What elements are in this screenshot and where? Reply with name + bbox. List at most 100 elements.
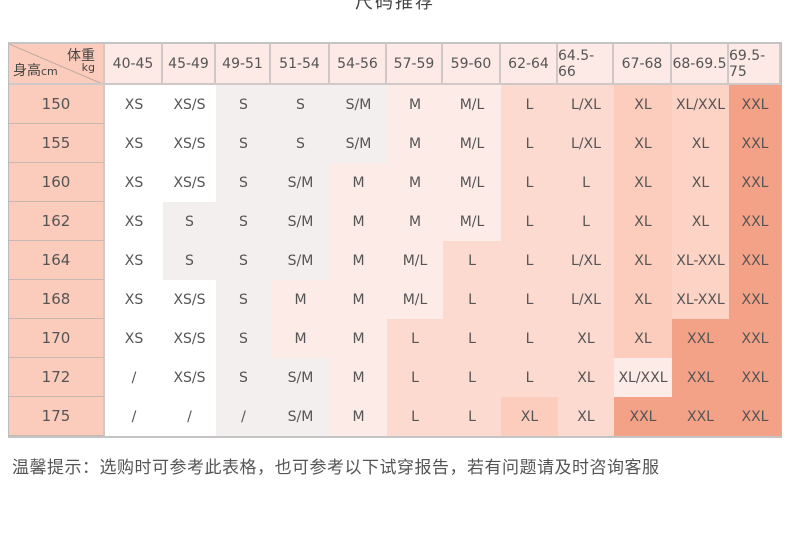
size-cell: S	[216, 241, 271, 280]
height-row-header: 155	[9, 124, 105, 163]
height-row-header: 175	[9, 397, 105, 436]
size-cell: S	[216, 85, 271, 124]
size-cell: L	[387, 319, 443, 358]
tip-text: 温馨提示：选购时可参考此表格，也可参考以下试穿报告，若有问题请及时咨询客服	[12, 458, 660, 478]
size-cell: M/L	[443, 202, 501, 241]
size-cell: M/L	[387, 241, 443, 280]
size-cell: S/M	[271, 241, 330, 280]
size-cell: M	[387, 163, 443, 202]
size-cell: XL	[614, 85, 672, 124]
size-cell: XXL	[672, 397, 729, 436]
size-cell: L	[443, 358, 501, 397]
weight-column-header: 45-49	[163, 44, 216, 85]
size-cell: XS/S	[163, 163, 216, 202]
size-cell: L	[501, 358, 558, 397]
size-cell: M	[330, 358, 387, 397]
size-cell: L	[501, 319, 558, 358]
size-cell: L	[501, 163, 558, 202]
size-cell: XS/S	[163, 319, 216, 358]
size-cell: S	[216, 163, 271, 202]
size-cell: L	[443, 319, 501, 358]
size-cell: XL	[672, 163, 729, 202]
size-cell: S/M	[271, 358, 330, 397]
size-cell: L	[387, 397, 443, 436]
height-row-header: 172	[9, 358, 105, 397]
size-cell: XS	[105, 124, 163, 163]
size-cell: XL	[614, 319, 672, 358]
size-cell: XS	[105, 163, 163, 202]
size-cell: S	[216, 358, 271, 397]
size-cell: XXL	[729, 124, 781, 163]
size-cell: XL	[614, 241, 672, 280]
height-row-header: 164	[9, 241, 105, 280]
size-cell: /	[163, 397, 216, 436]
size-cell: M/L	[443, 124, 501, 163]
size-cell: XXL	[729, 280, 781, 319]
weight-column-header: 49-51	[216, 44, 271, 85]
height-row-header: 170	[9, 319, 105, 358]
table-corner-header: 体重 kg 身高cm	[9, 44, 105, 85]
height-row-header: 168	[9, 280, 105, 319]
size-cell: XL	[558, 397, 614, 436]
size-cell: M/L	[443, 85, 501, 124]
size-cell: XL-XXL	[672, 241, 729, 280]
size-cell: M	[271, 319, 330, 358]
size-cell: L/XL	[558, 85, 614, 124]
weight-column-header: 68-69.5	[672, 44, 729, 85]
size-cell: M	[330, 319, 387, 358]
weight-column-header: 54-56	[330, 44, 387, 85]
size-cell: XL	[501, 397, 558, 436]
size-cell: L/XL	[558, 124, 614, 163]
size-cell: S/M	[271, 202, 330, 241]
size-cell: S	[216, 202, 271, 241]
size-cell: XS	[105, 202, 163, 241]
size-cell: XXL	[672, 319, 729, 358]
size-cell: M	[330, 163, 387, 202]
size-cell: XS	[105, 241, 163, 280]
size-cell: L	[443, 241, 501, 280]
size-cell: S	[271, 85, 330, 124]
size-cell: XS	[105, 280, 163, 319]
size-cell: S/M	[330, 85, 387, 124]
size-cell: S	[216, 124, 271, 163]
size-cell: M/L	[443, 163, 501, 202]
size-cell: XS/S	[163, 280, 216, 319]
size-cell: S/M	[330, 124, 387, 163]
size-cell: XS/S	[163, 358, 216, 397]
size-cell: XL	[614, 124, 672, 163]
weight-unit: kg	[81, 61, 95, 74]
size-cell: XXL	[614, 397, 672, 436]
size-cell: S	[271, 124, 330, 163]
size-chart-table: 体重 kg 身高cm 40-45 45-49 49-51 51-54 54-56 57-5…	[8, 42, 782, 438]
size-cell: L/XL	[558, 280, 614, 319]
size-cell: XXL	[672, 358, 729, 397]
weight-label: 体重	[67, 48, 95, 64]
size-cell: M	[330, 241, 387, 280]
size-cell: M	[271, 280, 330, 319]
size-cell: XXL	[729, 358, 781, 397]
height-label: 身高cm	[13, 63, 58, 79]
weight-column-header: 40-45	[105, 44, 163, 85]
weight-column-header: 51-54	[271, 44, 330, 85]
weight-column-header: 67-68	[614, 44, 672, 85]
weight-column-header: 57-59	[387, 44, 443, 85]
size-cell: XXL	[729, 163, 781, 202]
size-cell: L	[558, 202, 614, 241]
height-row-header: 162	[9, 202, 105, 241]
size-cell: /	[105, 358, 163, 397]
size-cell: M	[387, 202, 443, 241]
size-cell: XS	[105, 319, 163, 358]
size-cell: M	[387, 124, 443, 163]
size-cell: XL	[672, 124, 729, 163]
size-cell: S	[216, 280, 271, 319]
size-cell: /	[105, 397, 163, 436]
size-cell: L	[501, 202, 558, 241]
size-cell: L	[443, 397, 501, 436]
size-cell: XS/S	[163, 124, 216, 163]
weight-column-header: 69.5-75	[729, 44, 781, 85]
size-cell: XXL	[729, 319, 781, 358]
size-cell: XL	[558, 319, 614, 358]
weight-column-header: 64.5-66	[558, 44, 614, 85]
size-cell: L	[387, 358, 443, 397]
weight-column-header: 62-64	[501, 44, 558, 85]
